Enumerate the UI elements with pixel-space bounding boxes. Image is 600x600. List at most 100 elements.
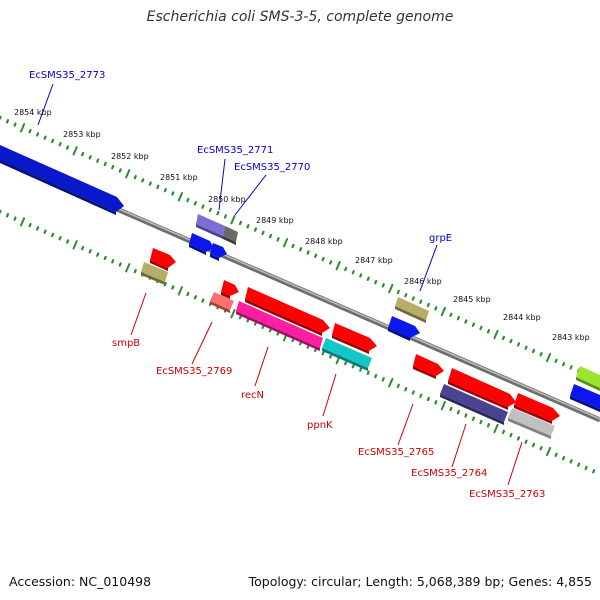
tick-label: 2851 kbp (160, 173, 198, 182)
tick-mark (125, 263, 131, 273)
label-EcSMS35_2764[interactable]: EcSMS35_2764 (411, 423, 487, 479)
feature-red-5[interactable] (514, 393, 560, 424)
feature-red-2[interactable] (221, 280, 239, 299)
feature-blue-4[interactable] (570, 384, 600, 412)
feature-blue-2[interactable] (210, 243, 227, 261)
tick-mark (186, 197, 190, 203)
tick-mark (88, 155, 92, 160)
tick-mark (58, 236, 62, 241)
label-EcSMS35_2773[interactable]: EcSMS35_2773 (29, 70, 105, 126)
feature-EcSMS35_2764[interactable] (440, 384, 508, 425)
tick-mark (493, 329, 499, 340)
tick-label: 2852 kbp (111, 152, 149, 161)
tick-mark (291, 243, 295, 249)
feature-smpB[interactable] (141, 262, 168, 285)
tick-mark (5, 213, 10, 218)
tick-mark (545, 352, 552, 363)
feature-EcSMS35_2769[interactable] (210, 292, 234, 313)
tick-mark (148, 181, 152, 186)
tick-label: 2843 kbp (552, 333, 590, 342)
tick-mark (562, 361, 566, 367)
feature-green[interactable] (576, 366, 600, 391)
tick-mark (177, 192, 183, 202)
tick-mark (554, 452, 558, 458)
tick-mark (440, 400, 446, 411)
page-title: Escherichia coli SMS-3-5, complete genom… (146, 9, 454, 25)
tick-mark (366, 370, 370, 375)
tick-mark (261, 324, 265, 330)
tick-mark (58, 142, 62, 147)
tick-mark (177, 286, 183, 296)
gene-label-text: grpE (429, 233, 452, 244)
feature-EcSMS35_2765[interactable] (413, 354, 444, 379)
tick-mark (592, 469, 596, 474)
tick-mark (404, 386, 408, 392)
feature-recN-arrow[interactable] (245, 287, 330, 336)
tick-labels: 2854 kbp 2853 kbp 2852 kbp 2851 kbp 2850 kbp… (14, 108, 590, 342)
feature-recN[interactable] (236, 301, 323, 351)
tick-mark (396, 383, 400, 389)
tick-mark (238, 314, 243, 320)
tick-mark (19, 217, 26, 227)
tick-mark (103, 255, 107, 261)
gene-label-text: EcSMS35_2763 (469, 489, 545, 500)
label-EcSMS35_2769[interactable]: EcSMS35_2769 (156, 321, 232, 377)
tick-mark (81, 245, 85, 251)
label-EcSMS35_2765[interactable]: EcSMS35_2765 (358, 403, 434, 458)
label-EcSMS35_2770[interactable]: EcSMS35_2770 (234, 162, 310, 216)
feature-red-4[interactable] (448, 368, 516, 410)
gene-label-text: recN (241, 390, 264, 401)
feature-grpE[interactable] (395, 297, 429, 323)
label-ppnK[interactable]: ppnK (307, 373, 337, 431)
tick-mark (276, 331, 280, 336)
tick-mark (411, 390, 415, 395)
tick-mark (201, 204, 205, 209)
tick-mark (344, 266, 348, 272)
tick-mark (321, 256, 325, 262)
tick-mark (471, 322, 476, 327)
tick-mark (43, 229, 47, 234)
tick-label: 2854 kbp (14, 108, 52, 117)
tick-mark (35, 226, 40, 231)
tick-mark (111, 165, 115, 170)
label-EcSMS35_2763[interactable]: EcSMS35_2763 (469, 441, 545, 500)
feature-EcSMS35_2770[interactable] (223, 226, 238, 245)
tick-mark (464, 413, 468, 418)
tick-mark (388, 377, 394, 388)
tick-mark (359, 273, 363, 278)
tick-mark (456, 409, 460, 415)
tick-mark (223, 214, 228, 219)
tick-mark (261, 230, 265, 236)
tick-mark (577, 462, 581, 467)
feature-red-3[interactable] (332, 323, 377, 354)
tick-mark (28, 222, 32, 228)
feature-blue-1[interactable] (189, 233, 214, 255)
tick-mark (569, 459, 573, 464)
feature-EcSMS35_2763[interactable] (508, 408, 555, 439)
tick-mark (276, 237, 280, 242)
gene-label-text: EcSMS35_2769 (156, 366, 232, 377)
feature-ppnK[interactable] (322, 338, 372, 371)
tick-mark (306, 250, 310, 255)
tick-mark (314, 253, 318, 259)
tick-mark (163, 187, 167, 193)
tick-mark (381, 283, 385, 288)
feature-EcSMS35_2771[interactable] (196, 214, 225, 239)
tick-mark (216, 210, 220, 216)
feature-blue-3[interactable] (388, 316, 420, 341)
tick-mark (125, 169, 131, 179)
tick-mark (299, 247, 303, 252)
label-grpE[interactable]: grpE (419, 233, 452, 292)
feature-EcSMS35_2773[interactable] (0, 145, 124, 215)
gene-label-text: smpB (112, 338, 140, 349)
tick-mark (524, 345, 528, 350)
label-EcSMS35_2771[interactable]: EcSMS35_2771 (197, 145, 273, 211)
tick-mark (246, 224, 250, 229)
tick-mark (43, 135, 47, 140)
label-smpB[interactable]: smpB (112, 292, 147, 349)
feature-red-1[interactable] (150, 248, 176, 271)
tick-mark (163, 281, 167, 287)
label-recN[interactable]: recN (241, 346, 269, 401)
tick-mark (201, 298, 205, 303)
tick-mark (321, 350, 325, 356)
